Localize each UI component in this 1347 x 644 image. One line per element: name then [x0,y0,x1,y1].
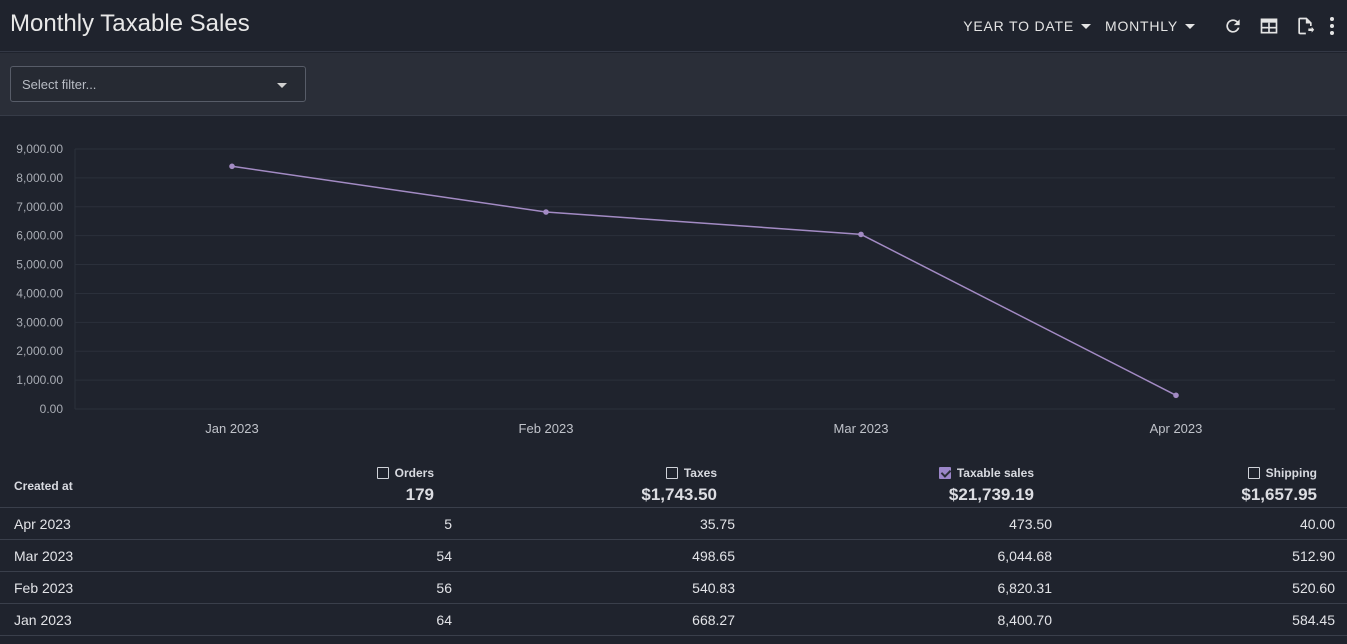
caret-down-icon [1185,23,1195,29]
more-options-button[interactable] [1325,14,1339,38]
cell-taxable: 6,820.31 [997,580,1053,596]
row-date: Mar 2023 [14,548,74,564]
x-tick-label: Apr 2023 [1150,421,1203,436]
table-row: Apr 2023 5 35.75 473.50 40.00 [0,508,1347,540]
cell-taxes: 540.83 [692,580,735,596]
y-tick-label: 6,000.00 [16,229,63,243]
filter-bar: Select filter... [0,53,1347,116]
cell-taxes: 35.75 [699,516,735,532]
cell-shipping: 520.60 [1292,580,1335,596]
y-tick-label: 2,000.00 [16,344,63,358]
refresh-icon [1226,19,1240,33]
column-name: Orders [376,466,434,480]
y-tick-label: 7,000.00 [16,200,63,214]
x-tick-label: Feb 2023 [519,421,574,436]
data-point[interactable] [858,231,864,238]
column-header-taxable-sales: Taxable sales $21,739.19 [938,466,1034,505]
y-tick-label: 5,000.00 [16,258,63,272]
column-header-shipping: Shipping $1,657.95 [1241,466,1317,505]
more-vert-icon [1330,17,1334,35]
data-point[interactable] [229,163,235,170]
column-total: 179 [405,485,434,504]
report-header: Monthly Taxable Sales YEAR TO DATE MONTH… [0,0,1347,52]
series-toggle-checkbox[interactable] [665,467,678,479]
table-row: Feb 2023 56 540.83 6,820.31 520.60 [0,572,1347,604]
cell-taxable: 8,400.70 [997,612,1053,628]
table-header: Created at Orders 179 Taxes $1,743.50 Taxabl… [0,456,1347,508]
table-row: Mar 2023 54 498.65 6,044.68 512.90 [0,540,1347,572]
series-toggle-checkbox[interactable] [1247,467,1260,479]
cell-taxable: 6,044.68 [997,548,1053,564]
table-view-icon [1260,18,1278,34]
y-tick-label: 0.00 [40,402,64,416]
table-view-button[interactable] [1257,14,1281,38]
column-name: Shipping [1241,466,1317,480]
cell-taxable: 473.50 [1009,516,1052,532]
row-date: Feb 2023 [14,580,74,596]
y-tick-label: 8,000.00 [16,171,63,185]
created-at-header: Created at [14,479,73,493]
column-total: $1,743.50 [641,485,717,504]
row-date: Apr 2023 [14,516,71,532]
series-line [231,165,1177,396]
x-tick-label: Mar 2023 [834,421,889,436]
date-range-label: YEAR TO DATE [963,18,1074,34]
header-actions: YEAR TO DATE MONTHLY [963,14,1339,38]
cell-shipping: 512.90 [1292,548,1335,564]
export-icon [1298,17,1315,35]
cell-orders: 54 [436,548,452,564]
column-name: Taxes [641,466,717,480]
filter-select[interactable]: Select filter... [10,66,306,102]
data-point[interactable] [1173,392,1179,399]
y-tick-label: 3,000.00 [16,315,63,329]
page-title: Monthly Taxable Sales [10,10,250,37]
cell-orders: 64 [436,612,452,628]
column-label: Taxable sales [956,466,1034,480]
series-toggle-checkbox[interactable] [938,467,951,479]
column-label: Shipping [1265,466,1317,480]
y-tick-label: 9,000.00 [16,142,63,156]
export-button[interactable] [1293,14,1317,38]
y-tick-label: 1,000.00 [16,373,63,387]
cell-orders: 56 [436,580,452,596]
date-range-dropdown[interactable]: YEAR TO DATE [963,18,1091,34]
cell-shipping: 40.00 [1299,516,1335,532]
column-total: $21,739.19 [948,485,1034,504]
line-chart: 0.00 1,000.00 2,000.00 3,000.00 4,000.00 5,00… [16,142,1335,436]
caret-down-icon [1080,23,1091,29]
column-header-orders: Orders 179 [376,466,434,505]
table-row: Jan 2023 64 668.27 8,400.70 584.45 [0,604,1347,636]
interval-dropdown[interactable]: MONTHLY [1105,18,1195,34]
column-total: $1,657.95 [1241,485,1317,504]
data-table: Created at Orders 179 Taxes $1,743.50 Taxabl… [0,456,1347,636]
column-label: Orders [394,466,434,480]
cell-taxes: 668.27 [692,612,735,628]
cell-orders: 5 [444,516,452,532]
column-name: Taxable sales [938,466,1034,480]
row-date: Jan 2023 [14,612,72,628]
x-tick-label: Jan 2023 [205,421,259,436]
column-label: Taxes [683,466,717,480]
column-header-taxes: Taxes $1,743.50 [641,466,717,505]
filter-placeholder: Select filter... [22,77,97,92]
cell-taxes: 498.65 [692,548,735,564]
data-point[interactable] [543,209,549,215]
y-tick-label: 4,000.00 [16,286,63,300]
series-toggle-checkbox[interactable] [376,467,389,479]
interval-label: MONTHLY [1104,18,1178,34]
refresh-button[interactable] [1221,14,1245,38]
caret-down-icon [277,83,287,88]
cell-shipping: 584.45 [1292,612,1335,628]
